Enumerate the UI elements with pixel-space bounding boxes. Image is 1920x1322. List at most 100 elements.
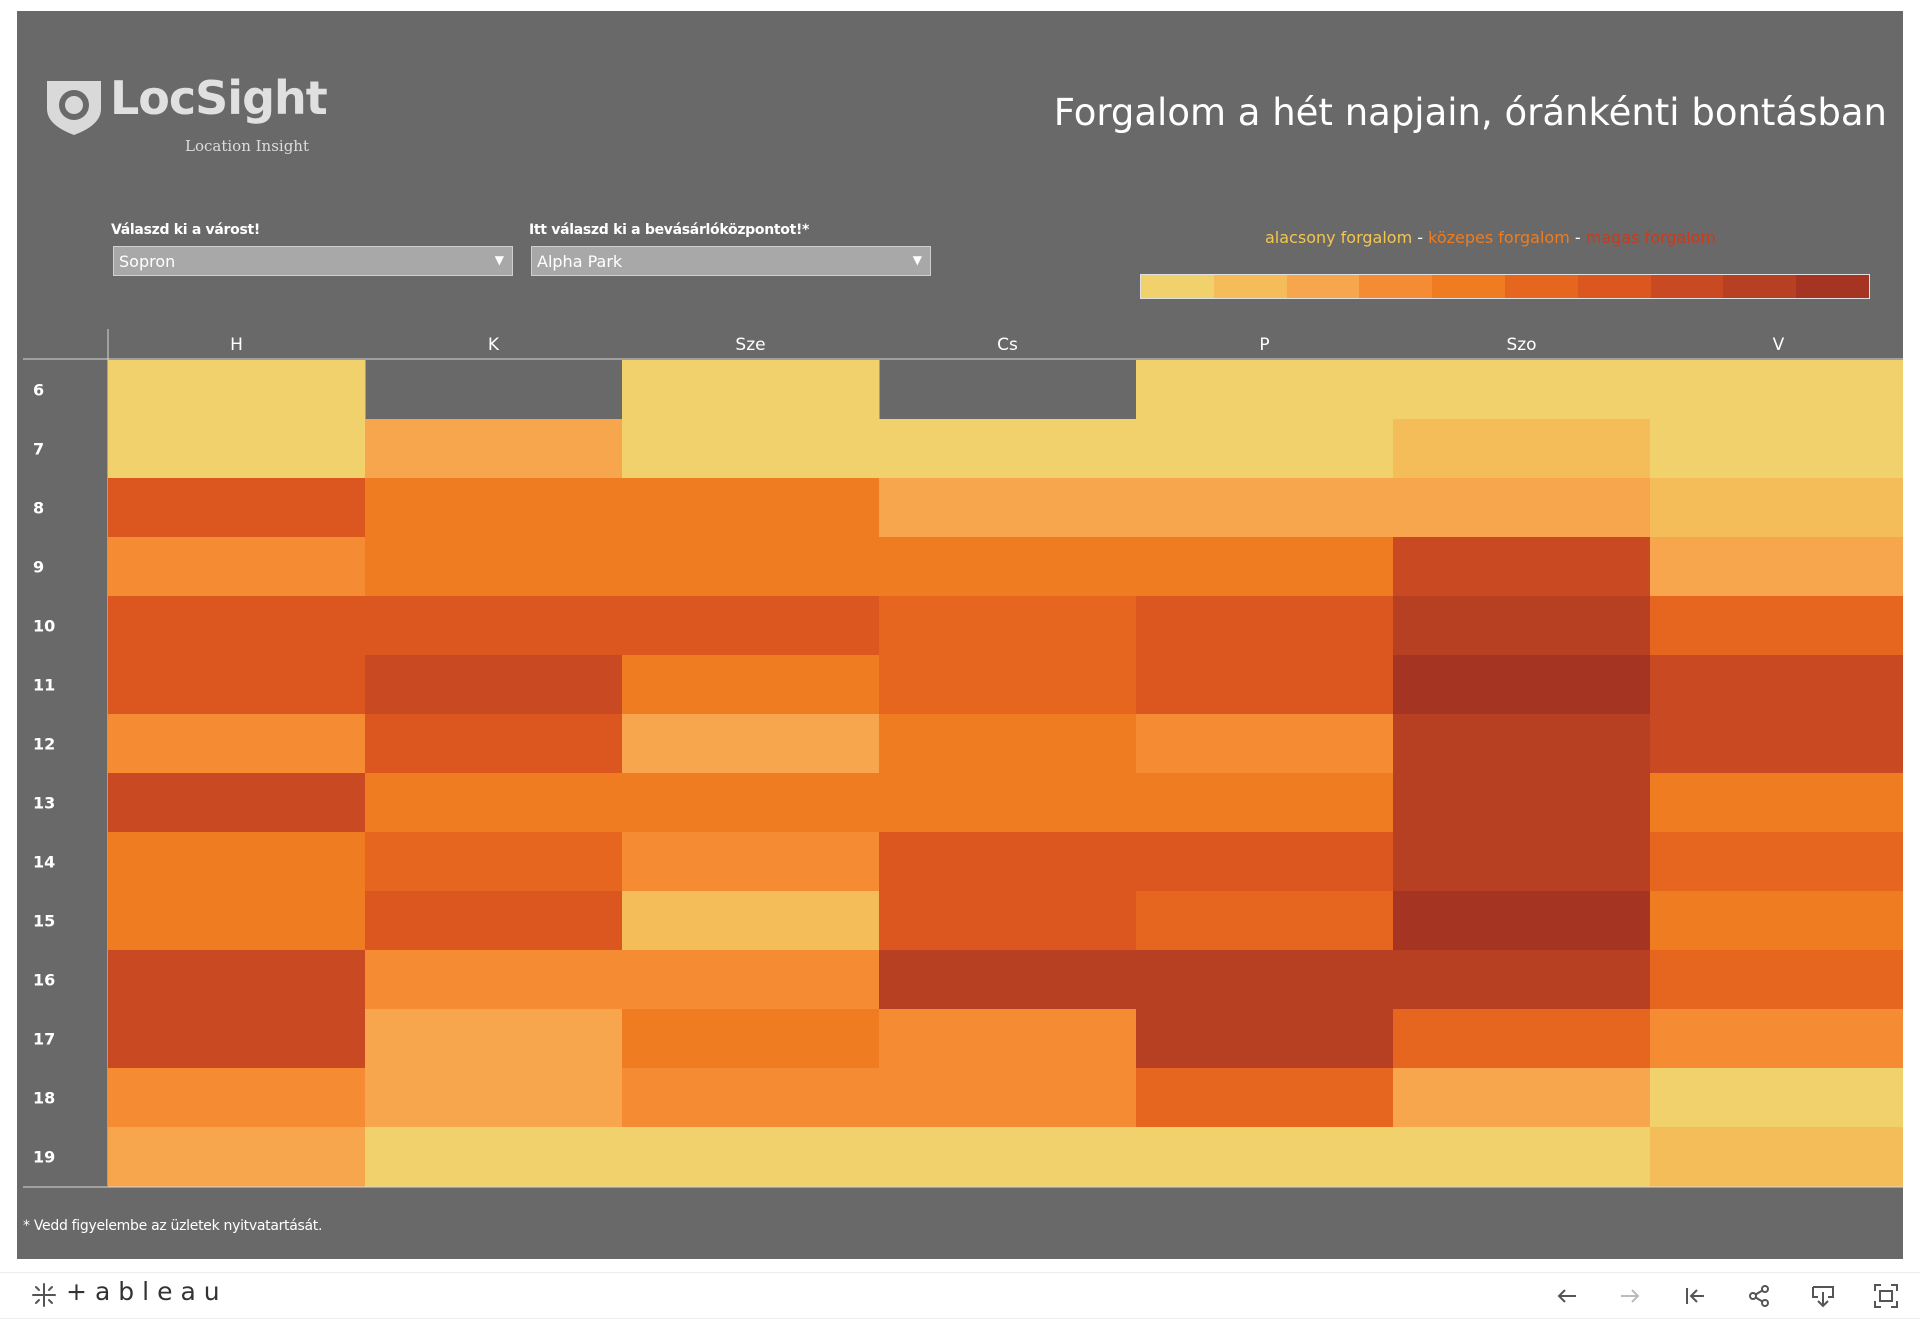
redo-button[interactable] [1615,1281,1645,1311]
heatmap-cell[interactable] [365,773,623,833]
heatmap-cell[interactable] [622,714,880,774]
heatmap-cell[interactable] [365,537,623,597]
heatmap-cell[interactable] [1393,1068,1651,1128]
heatmap-cell[interactable] [1650,714,1903,774]
heatmap-cell[interactable] [108,360,366,420]
heatmap-cell[interactable] [879,1127,1137,1187]
heatmap-cell[interactable] [108,596,366,656]
heatmap-cell[interactable] [108,537,366,597]
heatmap-cell[interactable] [622,537,880,597]
heatmap-cell[interactable] [879,832,1137,892]
heatmap-cell[interactable] [1650,478,1903,538]
heatmap-cell[interactable] [365,478,623,538]
heatmap-cell[interactable] [879,419,1137,479]
share-button[interactable] [1744,1281,1774,1311]
heatmap-cell[interactable] [879,596,1137,656]
download-button[interactable] [1808,1281,1838,1311]
heatmap-cell[interactable] [1136,419,1394,479]
heatmap-cell[interactable] [622,478,880,538]
heatmap-cell[interactable] [622,1127,880,1187]
heatmap-cell[interactable] [365,1068,623,1128]
heatmap-cell[interactable] [108,950,366,1010]
heatmap-cell[interactable] [879,714,1137,774]
heatmap-cell[interactable] [622,419,880,479]
heatmap-cell[interactable] [108,714,366,774]
heatmap-cell[interactable] [1136,1127,1394,1187]
heatmap-cell[interactable] [879,773,1137,833]
heatmap-cell[interactable] [622,832,880,892]
heatmap-cell[interactable] [365,419,623,479]
heatmap-cell[interactable] [1136,655,1394,715]
heatmap-cell[interactable] [1393,714,1651,774]
fullscreen-button[interactable] [1871,1281,1901,1311]
heatmap-cell[interactable] [108,655,366,715]
undo-button[interactable] [1552,1281,1582,1311]
heatmap-cell[interactable] [1650,596,1903,656]
heatmap-cell[interactable] [622,891,880,951]
heatmap-cell[interactable] [108,419,366,479]
heatmap-cell[interactable] [1393,832,1651,892]
heatmap-cell[interactable] [365,1009,623,1069]
heatmap-cell[interactable] [879,537,1137,597]
heatmap-cell[interactable] [1136,1009,1394,1069]
heatmap-cell[interactable] [365,655,623,715]
heatmap-cell[interactable] [1393,360,1651,420]
heatmap-cell[interactable] [879,950,1137,1010]
heatmap-cell[interactable] [622,950,880,1010]
heatmap-cell[interactable] [108,773,366,833]
heatmap-cell[interactable] [1650,891,1903,951]
heatmap-cell[interactable] [365,1127,623,1187]
heatmap-cell[interactable] [1136,478,1394,538]
heatmap-cell[interactable] [1650,773,1903,833]
heatmap-cell[interactable] [1650,360,1903,420]
heatmap-cell[interactable] [1650,1068,1903,1128]
heatmap-cell[interactable] [622,1068,880,1128]
heatmap-cell[interactable] [622,655,880,715]
heatmap-cell[interactable] [1393,478,1651,538]
heatmap-cell[interactable] [622,360,880,420]
heatmap-cell[interactable] [365,596,623,656]
heatmap-cell[interactable] [622,596,880,656]
heatmap-cell[interactable] [1650,1009,1903,1069]
heatmap-cell[interactable] [1650,655,1903,715]
heatmap-cell[interactable] [1136,950,1394,1010]
heatmap-cell[interactable] [1393,773,1651,833]
heatmap-cell[interactable] [1393,655,1651,715]
heatmap-cell[interactable] [1136,360,1394,420]
heatmap-cell[interactable] [108,1127,366,1187]
heatmap-cell[interactable] [1136,891,1394,951]
heatmap-cell[interactable] [1650,950,1903,1010]
heatmap-cell[interactable] [1136,832,1394,892]
mall-select[interactable]: Alpha Park ▼ [531,246,931,276]
city-select[interactable]: Sopron ▼ [113,246,513,276]
heatmap-cell[interactable] [108,1068,366,1128]
heatmap-cell[interactable] [1136,537,1394,597]
heatmap-cell[interactable] [108,478,366,538]
heatmap-cell[interactable] [365,950,623,1010]
heatmap-cell[interactable] [1136,773,1394,833]
heatmap-cell[interactable] [622,1009,880,1069]
heatmap-cell[interactable] [1393,891,1651,951]
heatmap-cell[interactable] [1136,714,1394,774]
heatmap-cell[interactable] [1393,419,1651,479]
heatmap-cell[interactable] [879,478,1137,538]
heatmap-cell[interactable] [1393,596,1651,656]
heatmap-cell[interactable] [365,891,623,951]
heatmap-cell[interactable] [108,1009,366,1069]
heatmap-cell[interactable] [1393,950,1651,1010]
heatmap-cell[interactable] [1650,419,1903,479]
heatmap-cell[interactable] [1650,537,1903,597]
heatmap-cell[interactable] [1650,832,1903,892]
heatmap-cell[interactable] [108,891,366,951]
heatmap-cell[interactable] [1393,1127,1651,1187]
heatmap-cell[interactable] [1393,1009,1651,1069]
heatmap-cell[interactable] [622,773,880,833]
heatmap-cell[interactable] [108,832,366,892]
heatmap-cell[interactable] [1136,1068,1394,1128]
heatmap-cell[interactable] [879,1068,1137,1128]
heatmap-cell[interactable] [879,655,1137,715]
heatmap-cell[interactable] [1393,537,1651,597]
heatmap-cell[interactable] [879,891,1137,951]
revert-button[interactable] [1680,1281,1710,1311]
heatmap-cell[interactable] [365,832,623,892]
